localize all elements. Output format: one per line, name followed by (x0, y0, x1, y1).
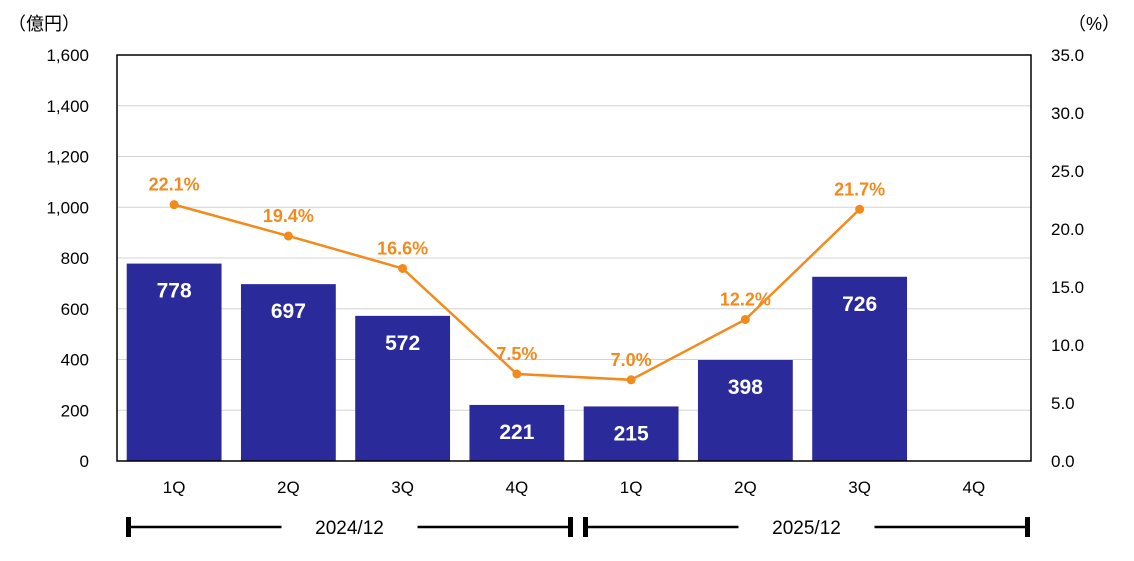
left-axis-unit-label: （億円） (8, 14, 80, 34)
category-label: 3Q (391, 478, 414, 497)
ratio-value-label: 22.1% (149, 175, 200, 195)
ratio-point (626, 375, 636, 385)
period-label: 2025/12 (772, 518, 841, 539)
left-tick-label: 200 (61, 401, 89, 420)
left-tick-label: 800 (61, 249, 89, 268)
ratio-value-label: 12.2% (720, 289, 771, 309)
category-label: 4Q (963, 478, 986, 497)
category-label: 2Q (734, 478, 757, 497)
left-tick-label: 1,600 (46, 46, 89, 65)
plot-frame (116, 54, 1032, 462)
right-tick-label: 30.0 (1051, 104, 1084, 123)
left-y-axis: 0 200 400 600 800 1,000 1,200 1,400 1,600 (46, 46, 89, 471)
right-tick-label: 35.0 (1051, 46, 1084, 65)
ratio-point (283, 231, 293, 241)
bar-value-label: 572 (385, 332, 420, 355)
bar (355, 315, 451, 461)
right-tick-label: 20.0 (1051, 220, 1084, 239)
left-tick-label: 400 (61, 351, 89, 370)
bar (583, 406, 679, 461)
bar (469, 404, 565, 461)
category-label: 1Q (163, 478, 186, 497)
left-tick-label: 1,400 (46, 97, 89, 116)
ratio-value-label: 7.0% (611, 350, 652, 370)
right-axis-unit-label: （%） (1068, 14, 1120, 34)
ratio-point (398, 263, 408, 273)
line-series: 22.1% 19.4% 16.6% 7.5% 7.0% 12.2% 21.7% (149, 175, 885, 385)
bar (812, 276, 908, 461)
left-tick-label: 0 (80, 452, 89, 471)
left-tick-label: 1,200 (46, 148, 89, 167)
ratio-point (740, 314, 750, 324)
ratio-point (855, 204, 865, 214)
bar (697, 360, 793, 461)
bar-series: 778 697 572 221 215 398 726 (126, 263, 908, 461)
category-label: 2Q (277, 478, 300, 497)
period-label: 2024/12 (315, 518, 384, 539)
left-tick-label: 600 (61, 300, 89, 319)
bar-value-label: 215 (614, 422, 649, 445)
bar-value-label: 398 (728, 376, 763, 399)
period-brackets: 2024/12 2025/12 (126, 517, 1030, 539)
ratio-value-label: 16.6% (377, 238, 428, 258)
ratio-value-label: 19.4% (263, 206, 314, 226)
bar-value-label: 778 (157, 280, 192, 303)
category-label: 3Q (848, 478, 871, 497)
category-label: 4Q (506, 478, 529, 497)
bar-value-label: 221 (499, 421, 534, 444)
right-tick-label: 5.0 (1051, 394, 1075, 413)
right-tick-label: 0.0 (1051, 452, 1075, 471)
right-tick-label: 10.0 (1051, 336, 1084, 355)
bar-value-label: 697 (271, 300, 306, 323)
right-tick-label: 25.0 (1051, 162, 1084, 181)
bar-value-label: 726 (842, 293, 877, 316)
x-axis: 1Q 2Q 3Q 4Q 1Q 2Q 3Q 4Q (163, 478, 985, 497)
ratio-point (169, 200, 179, 210)
bar (126, 263, 222, 461)
ratio-point (512, 369, 522, 379)
category-label: 1Q (620, 478, 643, 497)
bar (240, 284, 336, 461)
ratio-value-label: 21.7% (834, 179, 885, 199)
left-tick-label: 1,000 (46, 198, 89, 217)
ratio-value-label: 7.5% (496, 344, 537, 364)
right-tick-label: 15.0 (1051, 278, 1084, 297)
right-y-axis: 0.0 5.0 10.0 15.0 20.0 25.0 30.0 35.0 (1051, 46, 1084, 471)
